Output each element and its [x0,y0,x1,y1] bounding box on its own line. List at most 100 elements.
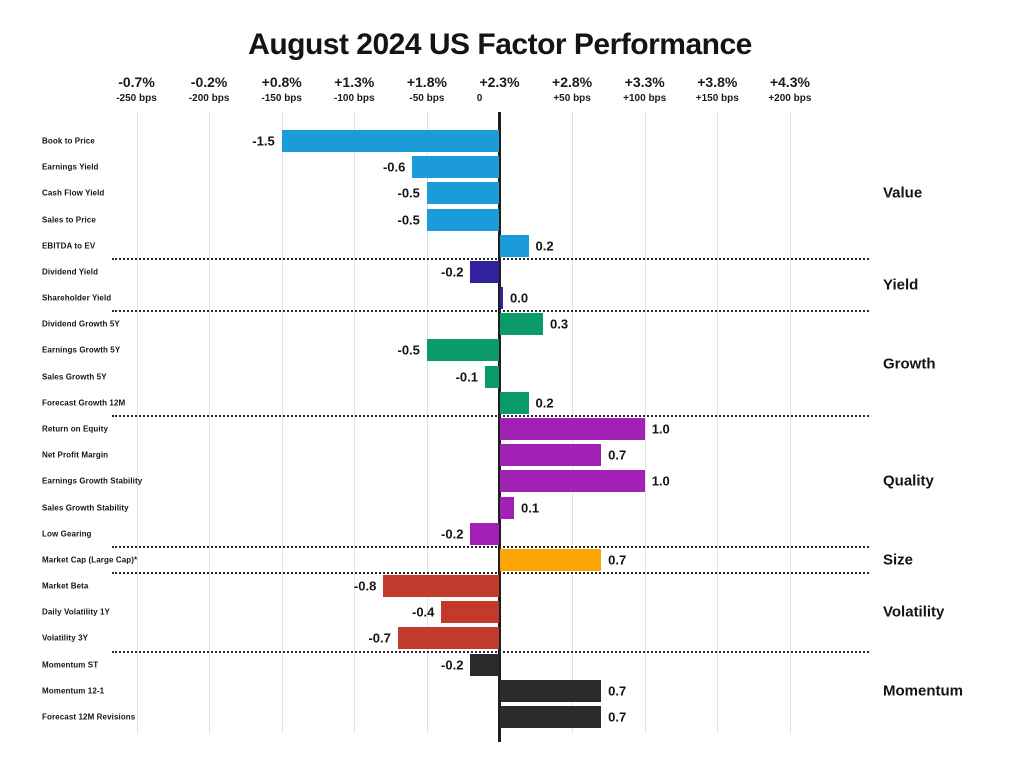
group-label-yield: Yield [883,276,919,294]
axis-percent-label: +1.3% [334,74,375,90]
axis-bps-label: +50 bps [553,93,591,104]
axis-percent-label: +4.3% [769,74,810,90]
group-label-value: Value [883,184,923,202]
bar-yield [499,287,503,310]
bar-quality [499,496,515,519]
value-label: -0.1 [455,369,478,385]
value-label: -1.5 [252,133,275,149]
group-separator [112,414,869,417]
value-label: -0.4 [412,604,435,620]
category-label: EBITDA to EV [42,241,96,251]
axis-percent-label: +0.8% [261,74,302,90]
bar-momentum [499,679,602,702]
value-label: 0.7 [608,709,627,725]
axis-bps-label: -100 bps [334,93,375,104]
group-separator [112,545,869,548]
bar-value [499,234,529,257]
value-label: 0.2 [535,395,554,411]
group-separator [112,650,869,653]
axis-bps-label: +150 bps [695,93,739,104]
bar-yield [470,260,500,283]
bar-value [426,208,500,231]
category-label: Momentum 12-1 [42,686,105,696]
category-label: Forecast 12M Revisions [42,712,136,722]
bar-volatility [441,601,500,624]
axis-percent-label: -0.2% [190,74,228,90]
bar-value [412,156,500,179]
group-label-volatility: Volatility [883,603,945,621]
axis-percent-label: +2.8% [552,74,593,90]
bar-quality [470,522,500,545]
group-separator [112,571,869,574]
value-label: 0.0 [510,290,529,306]
category-label: Dividend Yield [42,267,99,277]
axis-bps-label: -250 bps [116,93,157,104]
group-separator [112,310,869,313]
category-label: Return on Equity [42,424,109,434]
axis-percent-label: +3.3% [624,74,665,90]
category-label: Momentum ST [42,660,99,670]
group-separator [112,257,869,260]
bar-momentum [470,653,500,676]
value-label: -0.5 [397,212,420,228]
value-label: 0.7 [608,447,627,463]
axis-percent-label: +2.3% [479,74,520,90]
value-label: 1.0 [651,473,670,489]
category-label: Sales Growth 5Y [42,372,107,382]
value-label: 0.2 [535,238,554,254]
bar-quality [499,417,645,440]
gridline [281,112,283,733]
gridline [354,112,356,733]
value-label: -0.8 [353,578,377,594]
bar-growth [499,391,529,414]
bar-growth [484,365,500,388]
category-label: Market Cap (Large Cap)* [42,555,138,565]
value-label: -0.5 [397,342,420,358]
category-label: Market Beta [42,581,89,591]
value-label: 0.7 [608,552,627,568]
bar-quality [499,470,645,493]
category-label: Sales Growth Stability [42,503,129,513]
group-label-momentum: Momentum [883,682,963,700]
value-label: 0.1 [521,500,540,516]
category-label: Book to Price [42,136,95,146]
chart-title: August 2024 US Factor Performance [248,28,752,61]
category-label: Sales to Price [42,215,96,225]
axis-percent-label: -0.7% [118,74,155,90]
gridline [644,112,646,733]
category-label: Daily Volatility 1Y [42,607,110,617]
group-label-size: Size [883,551,914,569]
gridline [209,112,211,733]
axis-bps-label: +200 bps [768,93,812,104]
group-label-quality: Quality [883,472,934,490]
axis-bps-label: -150 bps [261,93,302,104]
bar-volatility [383,575,500,598]
category-label: Low Gearing [42,529,92,539]
category-label: Earnings Growth Stability [42,476,143,486]
axis-bps-label: -200 bps [188,93,230,104]
bar-growth [499,313,544,336]
value-label: -0.2 [441,657,464,673]
category-label: Shareholder Yield [42,293,112,303]
gridline [717,112,719,733]
value-label: -0.5 [397,185,420,201]
bar-quality [499,444,602,467]
value-label: -0.2 [441,264,464,280]
category-label: Volatility 3Y [42,633,89,643]
bar-volatility [397,627,500,650]
axis-bps-label: +100 bps [623,93,667,104]
bar-size [499,548,602,571]
axis-bps-label: -50 bps [409,93,445,104]
category-label: Dividend Growth 5Y [42,319,120,329]
gridline [426,112,428,733]
value-label: 1.0 [651,421,670,437]
category-label: Earnings Growth 5Y [42,345,121,355]
group-label-growth: Growth [883,355,936,373]
bar-value [426,182,500,205]
bar-growth [426,339,500,362]
bar-value [281,130,500,152]
gridline [789,112,791,733]
value-label: -0.6 [382,159,406,175]
gridline [136,112,138,733]
